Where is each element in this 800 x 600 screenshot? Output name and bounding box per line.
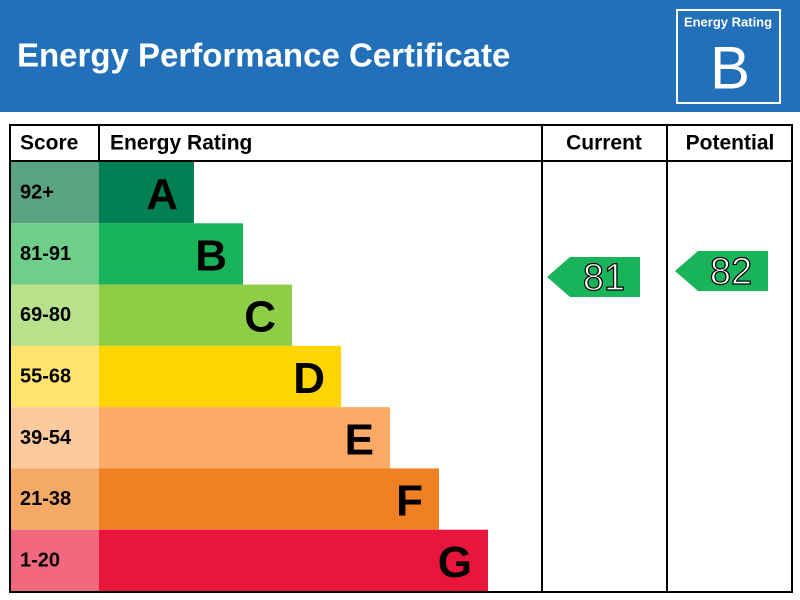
potential-score: 82 [710,251,752,293]
badge-rating: B [710,35,750,102]
score-cell [11,223,99,285]
rating-letter: A [146,170,178,219]
score-range: 1-20 [20,549,60,571]
rating-bar [99,345,341,408]
current-score: 81 [583,257,625,299]
rating-letter: B [195,231,227,280]
score-range: 69-80 [20,304,71,326]
current-arrow [547,257,640,297]
column-header: Current [566,132,642,155]
rating-letter: D [293,354,325,403]
potential-arrow [675,251,768,291]
score-cell [11,345,99,408]
column-header: Score [20,132,78,155]
rating-letter: C [244,293,276,342]
score-cell [11,162,99,224]
score-range: 81-91 [20,243,71,265]
rating-letter: G [438,538,472,587]
badge-box [676,9,781,104]
rating-bar [99,162,194,224]
score-cell [11,529,99,591]
rating-bar [99,223,243,285]
score-cell [11,468,99,530]
rating-bar [99,407,390,469]
score-range: 92+ [20,182,54,204]
table-border [9,124,793,593]
rating-table: 92+ A 81-91 B 69-80 C 55-68 D 39-54 E 21-38 F 1-20 G [11,162,488,591]
score-range: 39-54 [20,427,72,449]
rating-letter: E [345,415,374,464]
column-header: Potential [686,132,775,155]
score-range: 55-68 [20,366,71,388]
score-range: 21-38 [20,488,71,510]
rating-bar [99,529,488,591]
column-header: Energy Rating [110,132,252,155]
rating-bar [99,284,292,346]
header-title: Energy Performance Certificate [17,37,510,74]
score-cell [11,284,99,346]
badge-label: Energy Rating [684,15,772,30]
score-cell [11,407,99,469]
header-bar [0,0,800,112]
rating-bar [99,468,439,530]
rating-letter: F [396,477,423,526]
